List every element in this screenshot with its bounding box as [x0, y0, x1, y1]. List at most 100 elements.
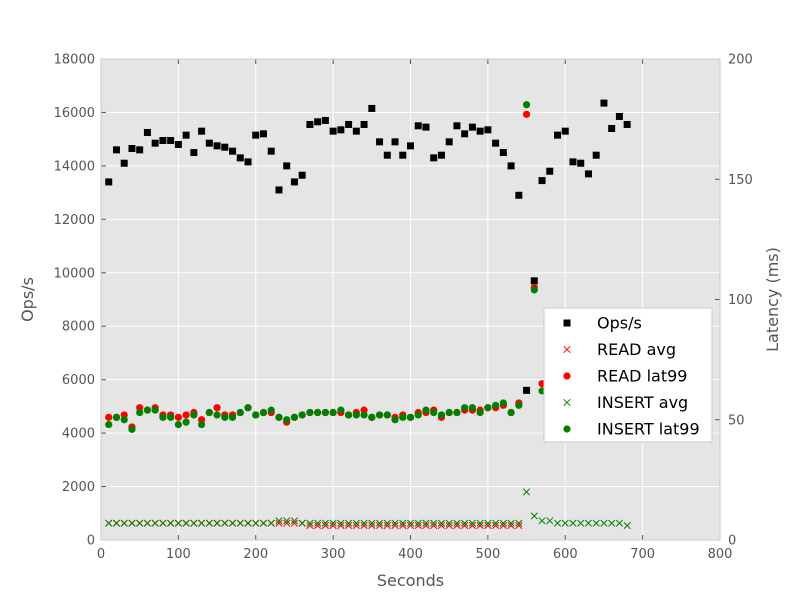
y-right-tick-label: 50	[728, 413, 745, 428]
data-point	[329, 127, 337, 135]
y-axis-left-title: Ops/s	[18, 277, 37, 322]
data-point	[120, 159, 128, 167]
x-tick-label: 700	[630, 547, 655, 562]
data-point	[623, 522, 631, 530]
data-point	[422, 519, 430, 527]
data-point	[283, 416, 291, 424]
data-point	[476, 519, 484, 527]
data-point	[174, 413, 182, 421]
data-point	[143, 519, 151, 527]
data-point	[167, 519, 175, 527]
data-point	[136, 519, 144, 527]
data-point	[244, 519, 252, 527]
data-point	[561, 127, 569, 135]
data-point	[484, 522, 492, 530]
data-point	[554, 131, 562, 139]
series-insert-avg	[105, 488, 631, 530]
data-point	[190, 411, 198, 419]
data-point	[151, 406, 159, 414]
data-point	[406, 519, 415, 527]
data-point	[492, 519, 500, 527]
legend-entry: Ops/s	[563, 314, 642, 333]
data-point	[600, 99, 608, 107]
data-point	[345, 411, 353, 419]
data-point	[584, 519, 593, 527]
data-point	[290, 413, 299, 421]
data-point	[615, 519, 623, 527]
legend-entry: READ avg	[563, 340, 676, 359]
legend-marker	[563, 319, 571, 327]
data-point	[577, 159, 585, 167]
data-point	[422, 522, 430, 530]
data-point	[352, 519, 360, 527]
data-point	[391, 522, 399, 530]
data-point	[221, 143, 229, 151]
data-point	[236, 154, 244, 162]
data-point	[515, 191, 523, 199]
data-point	[484, 404, 492, 412]
data-point	[484, 519, 492, 527]
data-point	[445, 522, 453, 530]
data-point	[337, 522, 345, 530]
data-point	[321, 408, 329, 417]
data-point	[515, 522, 523, 530]
x-tick-label: 500	[475, 547, 500, 562]
data-point	[136, 408, 144, 417]
data-point	[376, 138, 384, 146]
plot-frame	[100, 58, 721, 541]
data-point	[306, 120, 314, 128]
data-point	[283, 519, 291, 527]
data-point	[105, 413, 113, 421]
data-point	[507, 519, 515, 527]
x-tick-label: 600	[553, 547, 578, 562]
data-point	[360, 519, 368, 527]
data-point	[321, 522, 329, 530]
legend-entry: READ lat99	[563, 367, 687, 386]
data-point	[414, 122, 422, 130]
y-left-tick-label: 2000	[62, 480, 95, 495]
data-point	[368, 104, 376, 112]
legend-marker	[563, 372, 571, 380]
data-point	[120, 519, 128, 527]
data-point	[461, 519, 469, 527]
data-point	[546, 167, 554, 175]
data-point	[221, 413, 229, 421]
data-point	[345, 519, 353, 527]
data-point	[437, 151, 445, 159]
data-point	[306, 408, 314, 417]
data-point	[221, 519, 229, 527]
data-point	[244, 404, 252, 412]
data-point	[159, 137, 167, 145]
data-point	[205, 519, 213, 527]
data-point	[298, 519, 306, 527]
data-point	[352, 127, 360, 135]
data-point	[414, 522, 422, 530]
data-point	[430, 519, 438, 527]
data-point	[399, 413, 407, 421]
data-point	[174, 141, 182, 149]
data-point	[244, 158, 252, 166]
data-point	[383, 411, 391, 419]
data-point	[314, 118, 322, 126]
data-point	[136, 146, 144, 154]
data-point	[259, 519, 268, 527]
data-point	[561, 519, 569, 527]
data-point	[584, 170, 592, 178]
data-point	[267, 519, 275, 527]
data-point	[120, 416, 128, 424]
data-point	[383, 519, 391, 527]
data-point	[383, 522, 391, 530]
data-point	[476, 127, 484, 135]
y-left-tick-label: 12000	[54, 213, 95, 228]
y-left-tick-label: 14000	[54, 159, 95, 174]
x-tick-label: 0	[97, 547, 105, 562]
data-point	[174, 519, 182, 527]
series-ops-s	[105, 99, 631, 394]
x-axis-title: Seconds	[377, 571, 444, 590]
data-point	[437, 522, 446, 530]
data-point	[375, 411, 384, 419]
data-point	[522, 101, 531, 109]
legend-label: INSERT lat99	[597, 420, 700, 439]
y-right-tick-label: 0	[728, 534, 736, 549]
data-point	[167, 413, 175, 421]
